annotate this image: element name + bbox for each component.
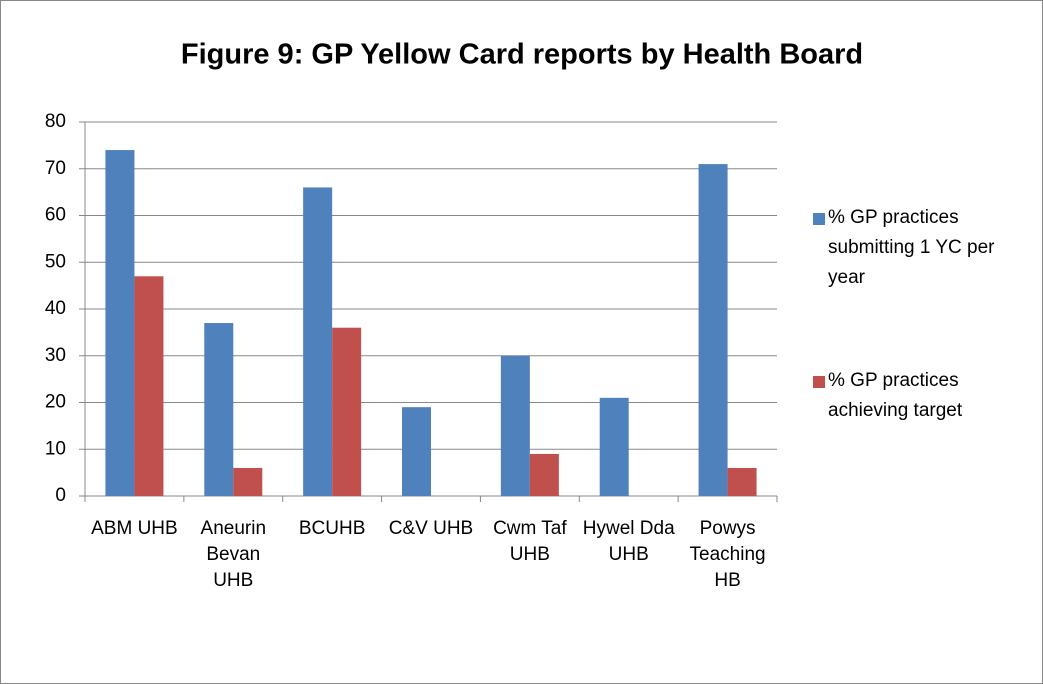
bar (332, 327, 362, 496)
chart-title: Figure 9: GP Yellow Card reports by Heal… (181, 39, 863, 71)
bar (727, 467, 757, 496)
bar (134, 276, 164, 496)
legend-label: % GP practices submitting 1 YC per year (828, 207, 995, 288)
legend-swatch (813, 376, 825, 388)
bar (698, 164, 728, 496)
x-tick-label: BCUHB (298, 518, 366, 539)
y-tick-label: 60 (45, 205, 66, 226)
bar (105, 150, 135, 497)
x-tick-label: Powys Teaching HB (689, 518, 766, 591)
x-tick-label: ABM UHB (91, 518, 178, 539)
legend-label: % GP practices achieving target (828, 370, 963, 421)
y-tick-label: 20 (45, 392, 66, 413)
x-tick-label: Hywel Dda UHB (582, 518, 675, 565)
legend-swatch (813, 213, 825, 225)
y-tick-label: 0 (55, 485, 66, 506)
x-tick-label: C&V UHB (388, 518, 474, 539)
bar (599, 397, 629, 496)
y-tick-label: 30 (45, 345, 66, 366)
bar (402, 407, 431, 496)
x-tick-label: Aneurin Bevan UHB (200, 518, 267, 591)
bar (233, 467, 263, 496)
y-tick-label: 40 (45, 298, 66, 319)
y-tick-label: 10 (45, 438, 66, 459)
bar (500, 355, 530, 496)
y-tick-label: 50 (45, 251, 66, 272)
bar (303, 187, 333, 496)
bar (529, 453, 559, 496)
bar (204, 323, 234, 496)
y-tick-label: 80 (45, 111, 66, 132)
x-tick-label: Cwm Taf UHB (493, 518, 567, 565)
y-tick-label: 70 (45, 158, 66, 179)
